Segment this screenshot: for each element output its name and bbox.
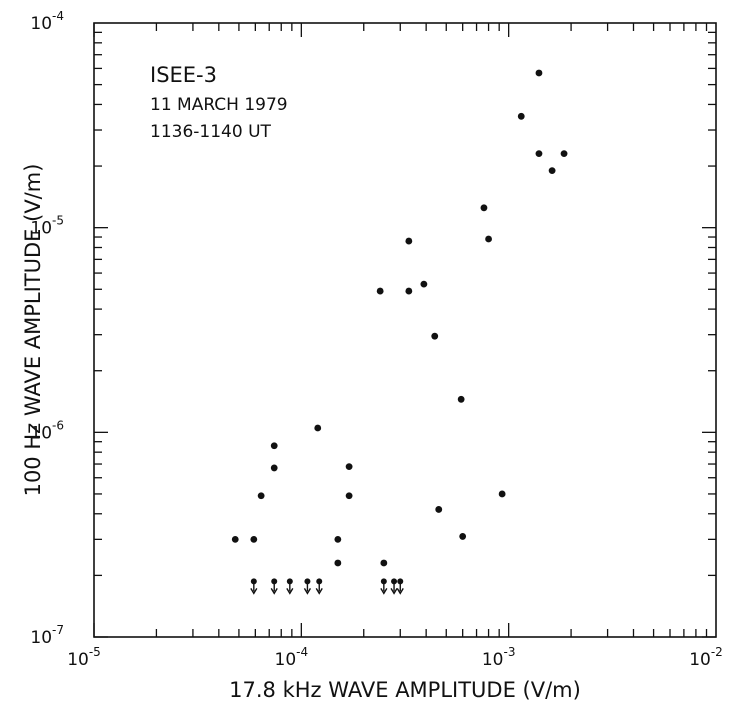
data-points [231,69,568,595]
upper-limit-point [390,578,398,595]
upper-limit-point [286,578,294,595]
upper-limit-arrow [286,588,294,595]
upper-limit-point [396,578,404,595]
data-point [405,287,413,295]
data-point [334,535,342,543]
data-point [480,204,488,212]
y-tick-label: 10-4 [30,9,64,34]
data-point [334,559,342,567]
y-tick-label: 10-5 [30,214,64,239]
x-tick-label: 10-2 [689,645,723,670]
upper-limit-point [380,578,388,595]
x-tick-label: 10-3 [482,645,516,670]
data-point [257,492,265,500]
axis-ticks [93,23,716,638]
data-point [231,535,239,543]
data-point [459,533,467,540]
upper-limit-point [315,578,323,595]
data-point [270,442,278,450]
data-point [435,506,443,513]
data-point [548,167,556,175]
upper-limit-point [270,578,278,595]
data-point [535,69,543,77]
data-point [485,235,492,243]
upper-limit-arrow [380,588,388,595]
data-point [345,492,353,500]
data-point [517,112,525,120]
data-point [345,463,353,471]
annotation-date: 11 MARCH 1979 [150,95,288,115]
data-point [431,332,439,340]
y-tick-label: 10-7 [30,623,64,648]
annotation-time: 1136-1140 UT [150,122,272,142]
plot-frame [93,22,717,638]
data-point [535,150,543,158]
upper-limit-arrow [315,588,323,595]
upper-limit-point [303,578,312,595]
data-point [314,424,322,432]
annotation-spacecraft: ISEE-3 [150,63,217,87]
upper-limit-arrow [270,588,278,595]
data-point [405,237,413,245]
upper-limit-arrow [303,588,312,595]
upper-limit-point [250,578,258,595]
upper-limit-arrow [390,588,398,595]
tick-labels: 10-5 10-4 10-3 10-2 10-7 10-6 10-5 10-4 [30,9,722,670]
data-point [420,280,428,288]
data-point [380,559,388,567]
upper-limit-arrow [396,588,404,595]
data-point [498,490,506,498]
y-axis-label: 100 Hz WAVE AMPLITUDE (V/m) [21,164,45,497]
x-axis-label: 17.8 kHz WAVE AMPLITUDE (V/m) [229,678,581,702]
y-tick-label: 10-6 [30,418,64,443]
x-tick-label: 10-4 [275,645,309,670]
data-point [270,464,278,472]
upper-limit-arrow [250,588,258,595]
data-point [560,150,568,158]
x-tick-label: 10-5 [67,645,101,670]
data-point [376,287,384,295]
data-point [250,535,258,543]
data-point [457,395,465,403]
